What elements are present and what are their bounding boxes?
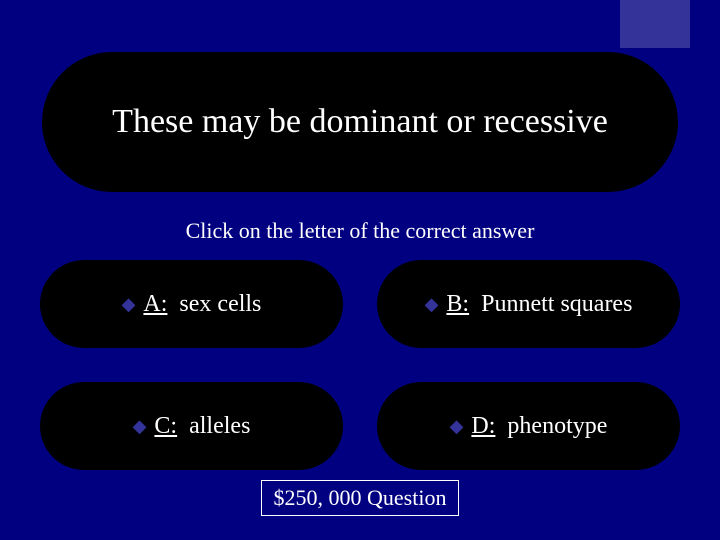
answer-text: alleles bbox=[183, 413, 250, 439]
answer-text: sex cells bbox=[173, 291, 261, 317]
answer-text: Punnett squares bbox=[475, 291, 632, 317]
answer-b[interactable]: ◆ B: Punnett squares bbox=[377, 260, 680, 348]
answer-text: phenotype bbox=[501, 413, 607, 439]
answer-letter: D: bbox=[471, 413, 495, 439]
corner-decoration bbox=[620, 0, 690, 48]
answer-letter: C: bbox=[154, 413, 177, 439]
answer-letter: A: bbox=[143, 291, 167, 317]
answers-grid: ◆ A: sex cells ◆ B: Punnett squares ◆ C:… bbox=[40, 260, 680, 470]
bullet-icon: ◆ bbox=[425, 295, 439, 313]
question-text: These may be dominant or recessive bbox=[112, 102, 608, 141]
answer-c[interactable]: ◆ C: alleles bbox=[40, 382, 343, 470]
answer-letter: B: bbox=[446, 291, 469, 317]
answer-content: D: phenotype bbox=[471, 413, 607, 440]
instruction-text: Click on the letter of the correct answe… bbox=[0, 218, 720, 244]
prize-label: $250, 000 Question bbox=[261, 480, 460, 516]
answer-content: B: Punnett squares bbox=[446, 291, 632, 318]
answer-a[interactable]: ◆ A: sex cells bbox=[40, 260, 343, 348]
answer-content: A: sex cells bbox=[143, 291, 261, 318]
answer-d[interactable]: ◆ D: phenotype bbox=[377, 382, 680, 470]
question-container: These may be dominant or recessive bbox=[42, 52, 678, 192]
answer-content: C: alleles bbox=[154, 413, 250, 440]
footer: $250, 000 Question bbox=[0, 480, 720, 516]
bullet-icon: ◆ bbox=[450, 417, 464, 435]
bullet-icon: ◆ bbox=[122, 295, 136, 313]
bullet-icon: ◆ bbox=[133, 417, 147, 435]
